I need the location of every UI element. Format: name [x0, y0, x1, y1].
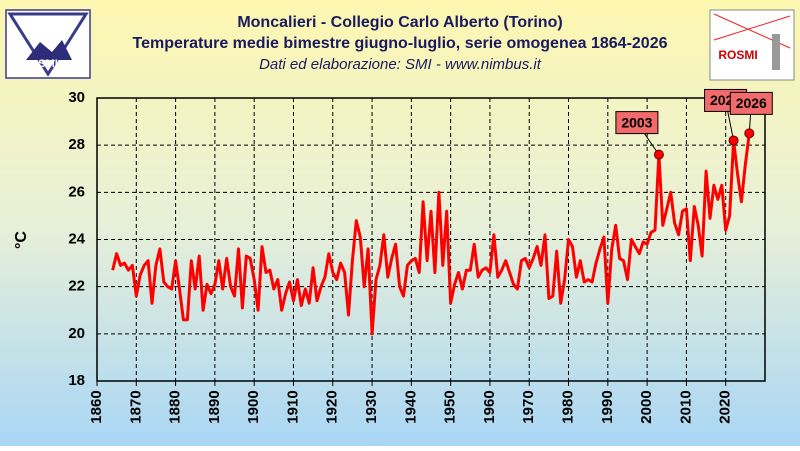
annotation-box: [729, 91, 773, 115]
x-tick-label: 1860: [88, 390, 105, 423]
data-line: [111, 133, 751, 336]
x-tick-label: 1950: [442, 390, 459, 423]
x-tick-label: 1910: [284, 390, 301, 423]
x-tick-label: 1920: [324, 390, 341, 423]
chart-title: Moncalieri - Collegio Carlo Alberto (Tor…: [237, 14, 562, 31]
x-tick-label: 2020: [717, 390, 734, 423]
x-tick-label: 2000: [638, 390, 655, 423]
y-tick-label: 28: [68, 136, 85, 153]
x-tick-label: 1880: [167, 390, 184, 423]
y-tick-label: 18: [68, 372, 85, 389]
highlight-point: [728, 135, 739, 146]
x-tick-label: 1900: [245, 390, 262, 423]
y-tick-label: 30: [68, 89, 85, 106]
logo-text: ROSMI: [718, 48, 757, 62]
highlight-point: [653, 149, 664, 160]
x-tick-label: 2010: [677, 390, 694, 423]
y-tick-label: 24: [68, 230, 85, 247]
x-tick-label: 1930: [363, 390, 380, 423]
rosmi-logo: ROSMI: [709, 9, 795, 81]
y-axis-label: °C: [13, 231, 30, 249]
chart-subtitle: Temperature medie bimestre giugno-luglio…: [133, 35, 668, 52]
annotation-label: 2026: [736, 95, 767, 111]
x-tick-label: 1990: [599, 390, 616, 423]
y-tick-label: 22: [68, 278, 85, 295]
x-tick-label: 1870: [127, 390, 144, 423]
x-tick-label: 1980: [559, 390, 576, 423]
x-tick-label: 1890: [206, 390, 223, 423]
logo-text: SMI: [38, 58, 58, 70]
plot-frame: [96, 97, 766, 382]
smi-logo: SMI: [5, 9, 91, 79]
annotation-box: [615, 111, 659, 135]
chart-source: Dati ed elaborazione: SMI - www.nimbus.i…: [259, 56, 542, 73]
annotation-label: 2003: [621, 114, 652, 130]
y-tick-label: 26: [68, 183, 85, 200]
x-tick-label: 1970: [520, 390, 537, 423]
highlight-point: [744, 128, 755, 139]
x-tick-label: 1940: [402, 390, 419, 423]
x-tick-label: 1960: [481, 390, 498, 423]
y-tick-label: 20: [68, 325, 85, 342]
